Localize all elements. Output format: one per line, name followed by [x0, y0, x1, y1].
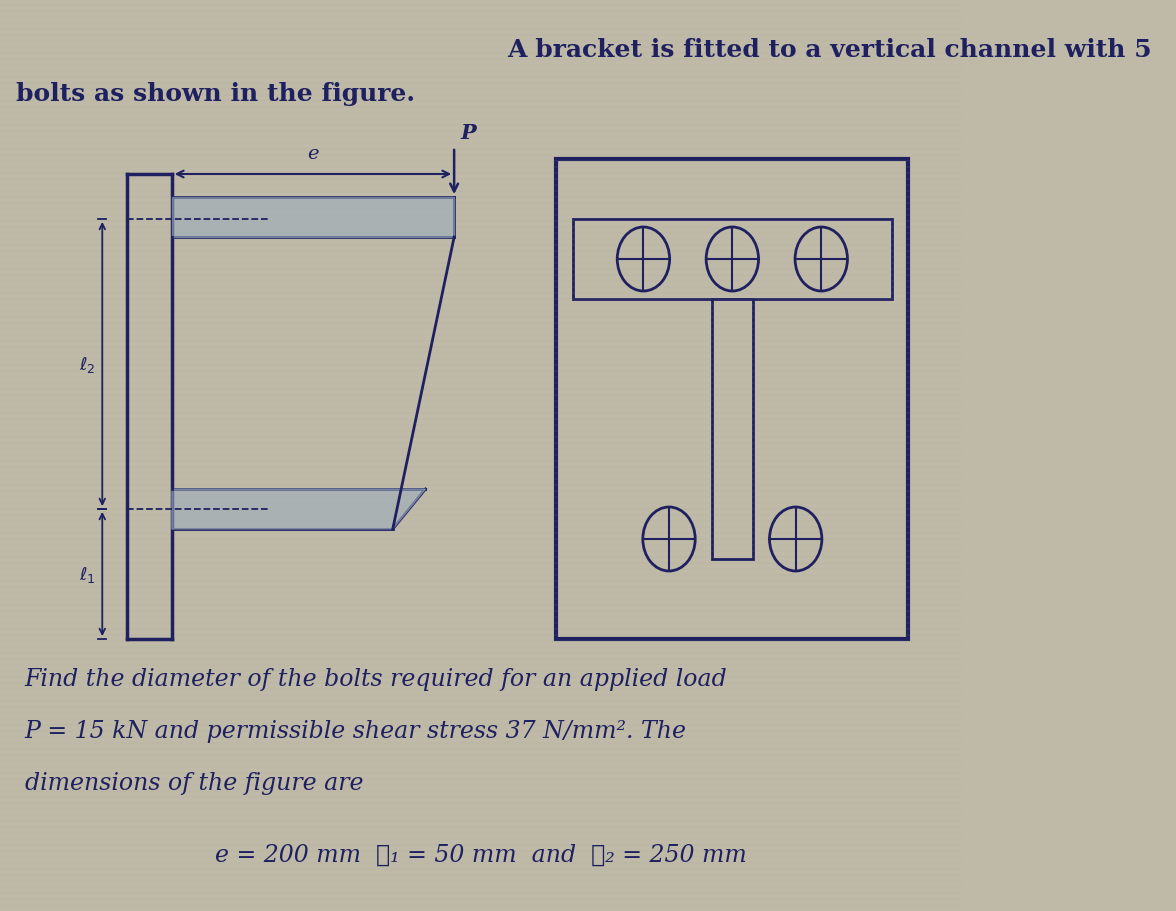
Text: dimensions of the figure are: dimensions of the figure are — [25, 771, 363, 794]
Text: e = 200 mm  ℓ₁ = 50 mm  and  ℓ₂ = 250 mm: e = 200 mm ℓ₁ = 50 mm and ℓ₂ = 250 mm — [215, 843, 747, 866]
Text: bolts as shown in the figure.: bolts as shown in the figure. — [16, 82, 415, 106]
Bar — [573, 220, 891, 300]
Text: P: P — [461, 123, 476, 143]
Polygon shape — [172, 489, 426, 529]
Text: $\ell_2$: $\ell_2$ — [79, 354, 95, 374]
Text: P = 15 kN and permissible shear stress 37 N/mm². The: P = 15 kN and permissible shear stress 3… — [25, 719, 687, 742]
Text: Find the diameter of the bolts required for an applied load: Find the diameter of the bolts required … — [25, 667, 727, 691]
Bar — [556, 159, 908, 640]
Text: $\ell_1$: $\ell_1$ — [79, 565, 95, 584]
Bar — [711, 300, 753, 559]
Text: e: e — [307, 145, 319, 163]
Text: A bracket is fitted to a vertical channel with 5: A bracket is fitted to a vertical channe… — [507, 38, 1152, 62]
Polygon shape — [172, 198, 454, 238]
